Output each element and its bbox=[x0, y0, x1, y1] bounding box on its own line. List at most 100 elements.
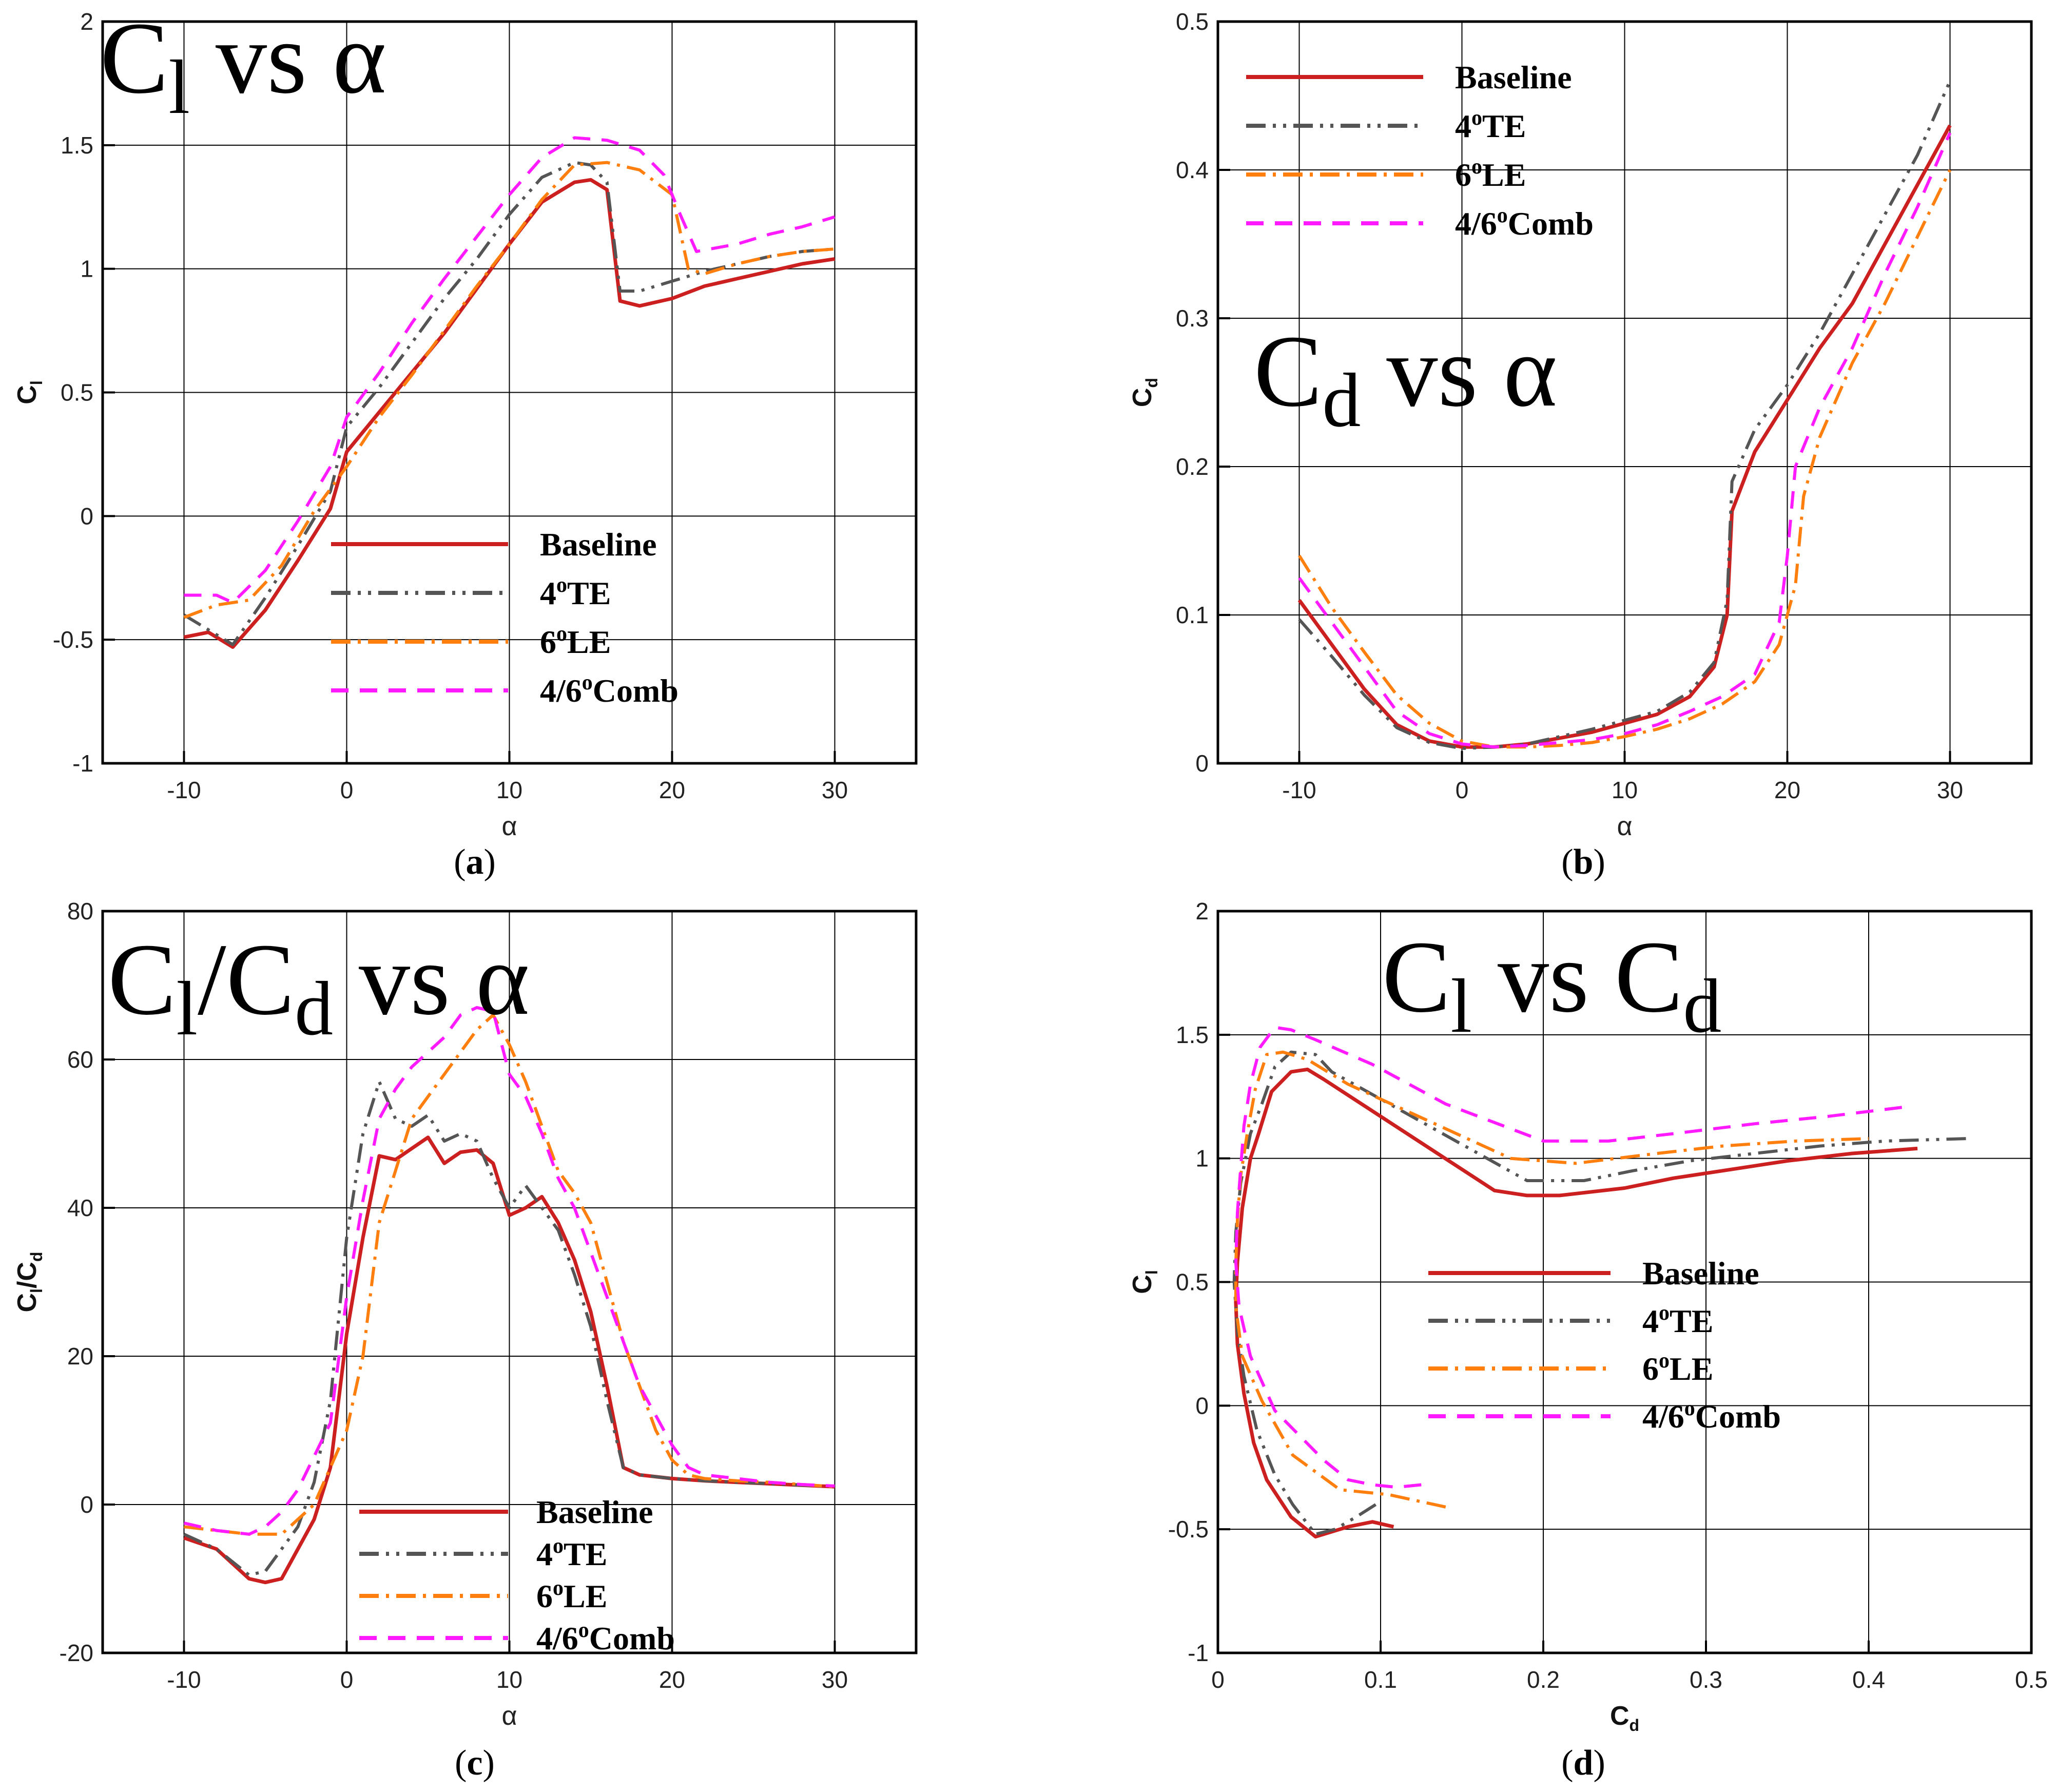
x-tick-label: 20 bbox=[1774, 777, 1800, 803]
legend-label-le: 6oLE bbox=[1642, 1349, 1713, 1387]
x-tick-label: 0.1 bbox=[1364, 1666, 1397, 1693]
legend: Baseline 4oTE 6oLE 4/6oComb bbox=[359, 1494, 675, 1656]
series-line-comb bbox=[1298, 132, 1952, 749]
series-line-te bbox=[1298, 80, 1952, 750]
x-tick-label: -10 bbox=[167, 777, 201, 803]
y-tick-label: 0.2 bbox=[1176, 453, 1209, 480]
series-line-te bbox=[1232, 1050, 1967, 1536]
y-axis-label: Cd bbox=[1128, 378, 1161, 407]
y-tick-label: -1 bbox=[1188, 1640, 1209, 1666]
y-tick-label: 1.5 bbox=[1176, 1022, 1209, 1048]
y-tick-label: -0.5 bbox=[1168, 1516, 1209, 1543]
y-tick-label: 0.5 bbox=[61, 379, 93, 406]
x-tick-label: -10 bbox=[167, 1666, 201, 1693]
y-tick-label: 0.5 bbox=[1176, 1269, 1209, 1296]
y-tick-label: 1 bbox=[1195, 1145, 1209, 1172]
x-tick-label: 30 bbox=[1937, 777, 1963, 803]
x-axis-label: α bbox=[501, 812, 517, 841]
x-tick-label: -10 bbox=[1282, 777, 1316, 803]
legend-label-comb: 4/6oComb bbox=[540, 671, 678, 709]
series-line-te bbox=[183, 161, 835, 646]
y-tick-label: 2 bbox=[80, 8, 93, 35]
series-group bbox=[1232, 1026, 1967, 1539]
x-tick-label: 30 bbox=[822, 777, 848, 803]
y-tick-label: 0 bbox=[80, 1491, 93, 1518]
y-tick-label: 0.3 bbox=[1176, 305, 1209, 332]
legend-label-te: 4oTE bbox=[536, 1534, 607, 1572]
x-tick-label: 0.4 bbox=[1852, 1666, 1885, 1693]
x-tick-label: 10 bbox=[1612, 777, 1638, 803]
panel-a-chart: -10 0 10 20 30 -1 -0.5 0 0.5 1 1.5 2 α Cl Cl vs α Basel… bbox=[12, 2, 918, 841]
series-line-baseline bbox=[1234, 1067, 1918, 1539]
y-axis-label: Cl bbox=[1128, 1270, 1161, 1294]
chart-title: Cd vs α bbox=[1254, 315, 1557, 443]
legend-label-te: 4oTE bbox=[540, 573, 611, 611]
panel-c-chart: -10 0 10 20 30 -20 0 20 40 60 80 α Cl/Cd Cl/Cd vs α Ba… bbox=[12, 898, 918, 1731]
panel-d-chart: 0 0.1 0.2 0.3 0.4 0.5 -1 -0.5 0 0.5 1 1.5 2 Cd Cl Cl vs… bbox=[1128, 898, 2048, 1735]
legend-label-le: 6oLE bbox=[540, 622, 611, 660]
series-line-comb bbox=[1234, 1026, 1910, 1489]
legend-label-baseline: Baseline bbox=[540, 526, 657, 563]
gridlines bbox=[1218, 22, 2031, 763]
series-line-le bbox=[1234, 1050, 1869, 1509]
y-tick-label: 80 bbox=[67, 898, 93, 924]
gridlines bbox=[1218, 911, 2031, 1653]
y-tick-label: 0 bbox=[80, 503, 93, 529]
legend-label-comb: 4/6oComb bbox=[1455, 204, 1594, 242]
x-tick-label: 20 bbox=[659, 777, 685, 803]
panel-d-caption: (d) bbox=[1561, 1743, 1605, 1783]
gridlines bbox=[103, 911, 916, 1653]
legend: Baseline 4oTE 6oLE 4/6oComb bbox=[1246, 59, 1594, 242]
ticks: -10 0 10 20 30 0 0.1 0.2 0.3 0.4 0.5 bbox=[1176, 8, 1963, 803]
x-tick-label: 0 bbox=[1211, 1666, 1225, 1693]
chart-title: Cl vs α bbox=[100, 2, 386, 130]
legend-label-le: 6oLE bbox=[536, 1576, 607, 1614]
panel-a-caption: (a) bbox=[454, 842, 496, 882]
legend-label-te: 4oTE bbox=[1455, 106, 1526, 144]
x-tick-label: 0 bbox=[340, 1666, 354, 1693]
legend: Baseline 4oTE 6oLE 4/6oComb bbox=[331, 526, 678, 709]
y-axis-label: Cl bbox=[12, 380, 46, 404]
legend-label-baseline: Baseline bbox=[1455, 59, 1572, 95]
x-axis-label: Cd bbox=[1610, 1701, 1639, 1735]
legend: Baseline 4oTE 6oLE 4/6oComb bbox=[1428, 1255, 1781, 1435]
panel-b-chart: -10 0 10 20 30 0 0.1 0.2 0.3 0.4 0.5 α Cd Cd vs α Base… bbox=[1128, 8, 2033, 841]
y-tick-label: 0 bbox=[1195, 750, 1209, 777]
y-tick-label: 1.5 bbox=[61, 132, 93, 159]
legend-label-baseline: Baseline bbox=[1642, 1255, 1759, 1292]
legend-label-le: 6oLE bbox=[1455, 155, 1526, 193]
x-tick-label: 0 bbox=[340, 777, 354, 803]
x-tick-label: 10 bbox=[496, 777, 522, 803]
y-tick-label: 40 bbox=[67, 1194, 93, 1221]
y-axis-label: Cl/Cd bbox=[12, 1252, 46, 1313]
chart-title: Cl vs Cd bbox=[1382, 920, 1721, 1049]
x-tick-label: 10 bbox=[496, 1666, 522, 1693]
x-tick-label: 0.5 bbox=[2015, 1666, 2048, 1693]
x-tick-label: 0 bbox=[1456, 777, 1469, 803]
series-group bbox=[183, 136, 836, 649]
ticks: -10 0 10 20 30 -20 0 20 40 60 80 bbox=[60, 898, 848, 1693]
ticks: 0 0.1 0.2 0.3 0.4 0.5 -1 -0.5 0 0.5 1 1.5 2 bbox=[1168, 898, 2048, 1693]
legend-label-comb: 4/6oComb bbox=[536, 1618, 675, 1656]
x-axis-label: α bbox=[501, 1701, 517, 1731]
panel-b-caption: (b) bbox=[1561, 842, 1605, 882]
gridlines bbox=[103, 22, 916, 763]
x-tick-label: 30 bbox=[822, 1666, 848, 1693]
x-axis-label: α bbox=[1617, 812, 1632, 841]
legend-label-comb: 4/6oComb bbox=[1642, 1397, 1781, 1435]
ticks: -10 0 10 20 30 -1 -0.5 0 0.5 1 1.5 2 bbox=[53, 8, 848, 803]
legend-label-te: 4oTE bbox=[1642, 1301, 1713, 1339]
series-group bbox=[183, 1006, 835, 1585]
series-line-te bbox=[183, 1080, 835, 1577]
y-tick-label: -20 bbox=[60, 1640, 93, 1666]
x-tick-label: 20 bbox=[659, 1666, 685, 1693]
series-line-le bbox=[1297, 169, 1952, 749]
y-tick-label: 0.4 bbox=[1176, 157, 1209, 183]
x-tick-label: 0.3 bbox=[1690, 1666, 1722, 1693]
chart-title: Cl/Cd vs α bbox=[108, 923, 530, 1051]
series-line-comb bbox=[184, 136, 836, 604]
series-line-baseline bbox=[1297, 124, 1952, 749]
y-tick-label: 60 bbox=[67, 1046, 93, 1073]
x-tick-label: 0.2 bbox=[1527, 1666, 1560, 1693]
